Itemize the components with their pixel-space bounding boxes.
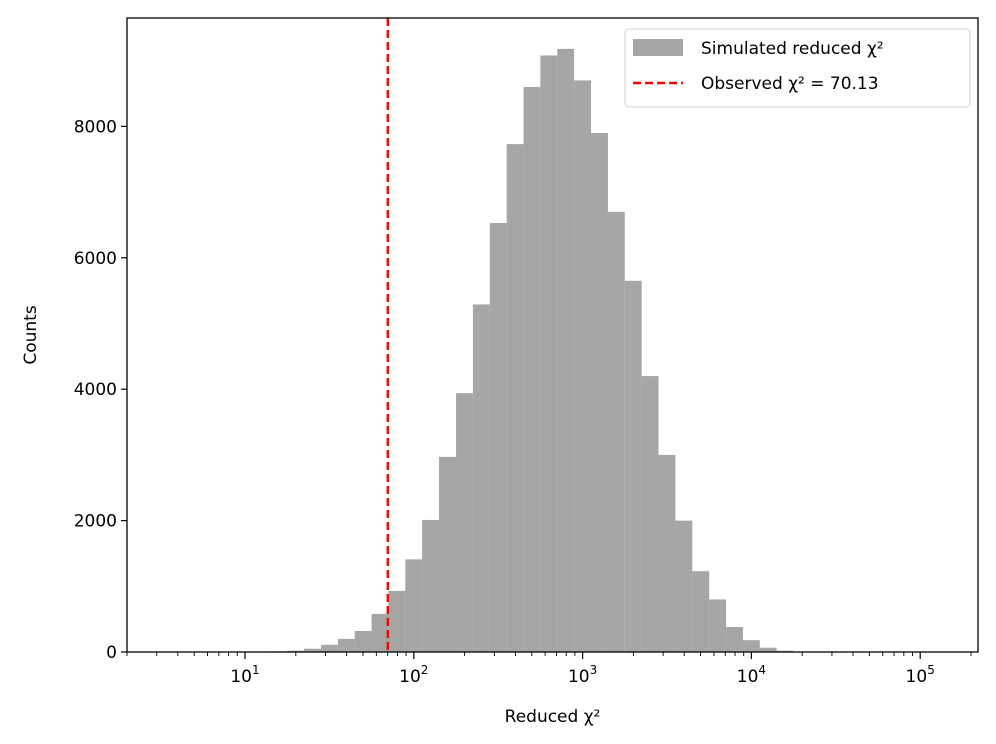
histogram-bar: [709, 599, 727, 652]
histogram-bar: [456, 393, 473, 652]
histogram-bar: [438, 456, 457, 652]
histogram-bar: [641, 376, 659, 652]
histogram-bar: [742, 640, 760, 652]
histogram-bar: [354, 630, 372, 652]
histogram-bar: [591, 132, 608, 652]
histogram-bar: [320, 644, 338, 652]
histogram-bar: [405, 559, 423, 652]
histogram-bar: [624, 280, 642, 652]
x-tick-label: 104: [737, 663, 766, 687]
legend-label-observed: Observed χ² = 70.13: [701, 74, 879, 94]
legend-swatch-simulated: [633, 39, 683, 56]
y-tick-label: 6000: [74, 249, 117, 269]
histogram-bar: [557, 48, 575, 652]
histogram-bar: [776, 650, 794, 652]
histogram-bar: [388, 590, 406, 652]
histogram-bar: [287, 650, 305, 652]
histogram-bar: [371, 613, 389, 652]
x-tick-label: 105: [906, 663, 935, 687]
y-tick-label: 0: [106, 643, 117, 663]
x-axis-ticks: 101 102 103 104 105: [126, 652, 972, 687]
histogram-bar: [726, 627, 743, 652]
histogram-bar: [540, 55, 558, 652]
axes-frame: [126, 17, 979, 653]
histogram-bar: [422, 519, 439, 652]
histogram-bar: [692, 571, 710, 652]
histogram-bar: [523, 86, 541, 653]
legend-label-simulated: Simulated reduced χ²: [701, 39, 884, 59]
y-tick-label: 8000: [74, 117, 117, 137]
histogram-bar: [759, 647, 777, 652]
histogram-bar: [489, 222, 507, 653]
histogram-bar: [658, 454, 676, 652]
legend-box: [624, 28, 971, 108]
histogram-bar: [337, 638, 355, 652]
histogram-bar: [472, 304, 490, 652]
histogram-bars: [236, 48, 828, 653]
y-axis-ticks: 0 2000 4000 6000 8000: [74, 117, 127, 663]
legend: Simulated reduced χ² Observed χ² = 70.13: [624, 28, 971, 108]
x-axis-label: Reduced χ²: [505, 707, 601, 727]
histogram-bar: [574, 80, 592, 653]
x-tick-label: 102: [399, 663, 428, 687]
histogram-bar: [506, 144, 524, 652]
x-tick-label: 103: [568, 663, 597, 687]
x-tick-label: 101: [230, 663, 259, 687]
y-tick-label: 2000: [74, 512, 117, 532]
y-axis-label: Counts: [21, 305, 41, 364]
histogram-bar: [304, 648, 321, 652]
histogram-bar: [675, 520, 693, 652]
y-tick-label: 4000: [74, 380, 117, 400]
histogram-bar: [607, 211, 625, 652]
